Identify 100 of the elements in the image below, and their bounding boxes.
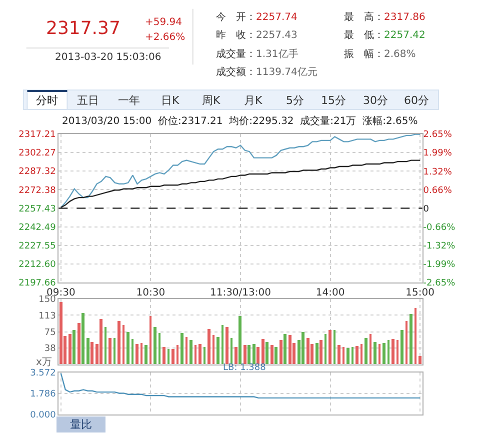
x-tick-label: 10:30 [136,287,166,298]
line-series [60,372,421,399]
bar [364,338,368,364]
annotation: LB: 1.388 [223,363,266,373]
text: 5分 [286,94,304,107]
y2-tick-label: -1.32% [423,241,456,252]
y-tick-label: 2257.43 [18,204,56,214]
bar [216,337,220,364]
bar [382,343,386,364]
y-axis-title: x万 [36,357,52,368]
y-tick-label: 2197.66 [18,278,56,289]
x-tick-label: 11:30/13:00 [210,287,271,298]
bar [208,329,211,364]
bar [244,345,247,364]
bar [238,316,242,364]
bar [136,344,139,364]
text: 60分 [404,94,429,107]
y-tick-label: 3.572 [30,368,56,379]
bar [212,335,215,364]
text: 月K [244,94,263,107]
x-tick-label: 14:00 [316,287,345,298]
bar [266,342,269,364]
y-tick-label: 0.000 [30,410,56,421]
bar [342,347,345,364]
bar [114,338,116,364]
bar [410,314,413,364]
bar [168,349,170,364]
y-tick-label: 38 [44,344,56,354]
bar [190,340,193,364]
bar [68,334,72,364]
bar [204,347,206,364]
line-series [60,134,421,208]
bar [370,334,372,364]
bar [414,308,417,364]
text: 昨 收：2257.43 [216,29,298,41]
bar [104,327,107,364]
line-series [60,160,421,208]
bar [324,334,327,364]
bar [226,327,229,364]
bar [162,347,166,364]
y-tick-label: 2302.27 [18,148,56,159]
bar [280,340,283,364]
text: 成交量：1.31亿手 [216,48,298,60]
y-tick-label: 2242.49 [18,222,56,233]
text: 2013-03-20 15:03:06 [55,52,162,63]
bar [108,338,112,364]
y-tick-label: 2272.38 [18,186,56,196]
bar [306,338,310,364]
text: 今 开：2257.74 [216,11,298,23]
bar [222,325,224,364]
bar [154,327,157,364]
text: 振 幅：2.68% [344,48,416,60]
bar [274,347,278,364]
x-tick-label: 15:00 [406,287,434,298]
text: 最 低：2257.42 [344,30,426,41]
bar [194,345,197,364]
text: 30分 [363,94,388,107]
y2-tick-label: 2.65% [423,130,452,140]
bar [78,323,81,364]
bar [140,343,143,364]
bar [82,313,85,364]
bar [132,339,134,364]
y-tick-label: 1.786 [30,390,56,400]
text: 15分 [321,94,346,107]
y-tick-label: 113 [38,311,56,322]
bar [270,345,274,364]
y2-tick-label: 0 [423,204,430,214]
text: +2.66% [145,32,186,43]
bar [356,346,359,364]
bar [72,330,76,364]
text: 日K [161,94,180,107]
bar [418,356,422,364]
text: 周K [202,94,221,107]
bar [374,342,377,364]
bar [252,344,256,364]
bar [118,321,121,364]
bar [86,338,90,364]
y2-tick-label: -2.65% [423,278,456,289]
bar [288,335,292,364]
bar [378,344,381,364]
bar [158,333,161,364]
bar [346,348,350,364]
y-tick-label: 2287.32 [18,167,56,178]
bar [122,325,125,364]
y2-tick-label: 1.99% [423,148,452,159]
y2-tick-label: -0.66% [423,222,456,233]
bar [198,344,202,364]
bar [262,339,265,364]
bar [100,319,103,364]
bar [90,342,94,364]
bar [126,332,130,364]
text: 成交额：1139.74亿元 [216,66,318,78]
text: 一年 [118,94,140,107]
bar [320,340,323,364]
text: 分时 [36,94,58,107]
bar [176,345,179,364]
bar [334,330,336,364]
bar [316,343,319,364]
y-tick-label: 2212.60 [18,260,56,270]
y2-tick-label: 0.66% [423,186,452,196]
